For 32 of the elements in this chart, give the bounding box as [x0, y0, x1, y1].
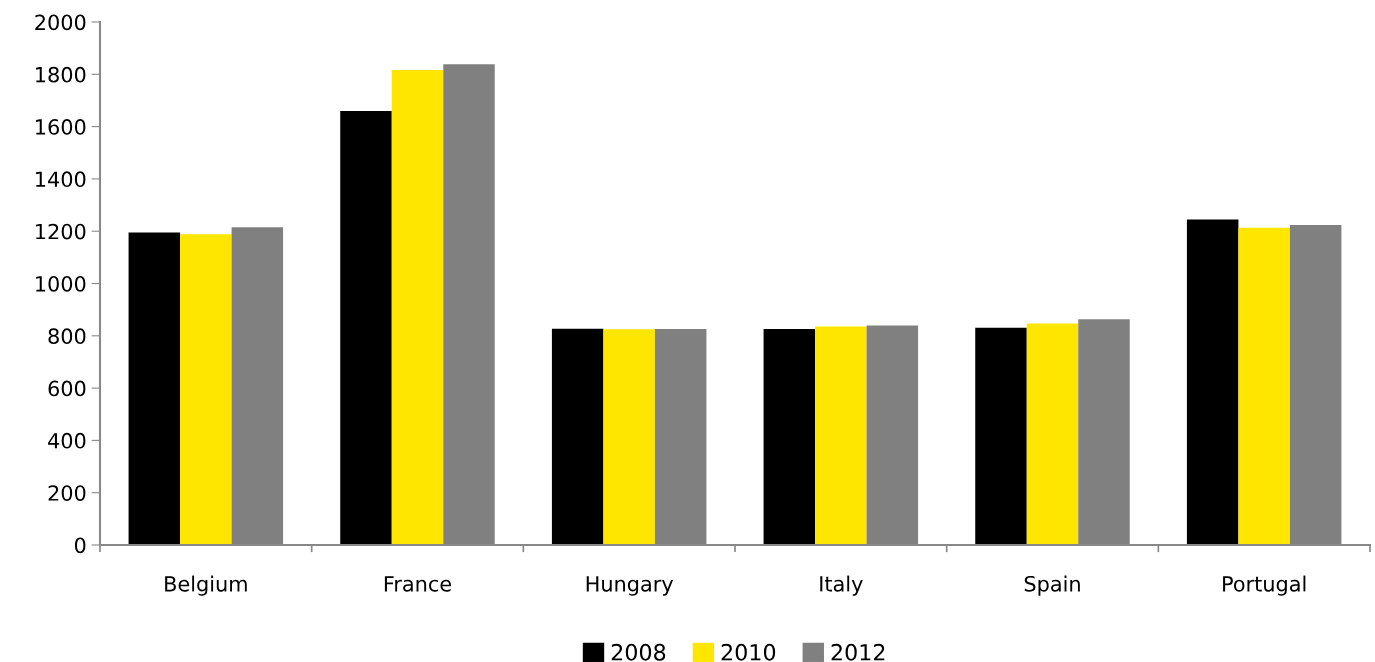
y-tick-label: 2000: [35, 14, 86, 31]
x-tick-label: Hungary: [586, 576, 674, 596]
x-tick-label: Belgium: [165, 575, 247, 596]
legend-label: 2010: [721, 643, 776, 661]
y-tick-label: 1600: [36, 119, 86, 135]
y-tick-label: 1000: [36, 275, 86, 292]
bar: [340, 110, 392, 545]
y-tick-label: 0: [74, 537, 86, 554]
bar: [763, 329, 816, 545]
legend-label: 2008: [611, 643, 666, 661]
y-tick-label: 400: [48, 432, 86, 449]
bar: [391, 70, 444, 545]
y-tick-label: 1400: [36, 171, 86, 188]
bar: [603, 329, 655, 545]
y-tick-label: 1200: [36, 223, 86, 240]
bar: [815, 326, 867, 545]
bar: [1238, 227, 1290, 545]
y-tick-label: 800: [48, 328, 86, 345]
x-tick-label: France: [384, 576, 452, 592]
bar: [1186, 219, 1239, 545]
y-tick-label: 1800: [36, 66, 86, 83]
legend-label: 2012: [831, 643, 885, 661]
bar: [975, 327, 1027, 545]
y-tick-label: 600: [48, 380, 86, 397]
y-tick-label: 200: [48, 485, 86, 501]
bar: [128, 232, 181, 545]
x-tick-label: Portugal: [1223, 575, 1306, 596]
bar: [1026, 323, 1079, 545]
x-tick-label: Spain: [1024, 575, 1080, 596]
x-tick-label: Italy: [820, 575, 863, 596]
bar: [551, 328, 604, 545]
bar: [180, 234, 232, 545]
